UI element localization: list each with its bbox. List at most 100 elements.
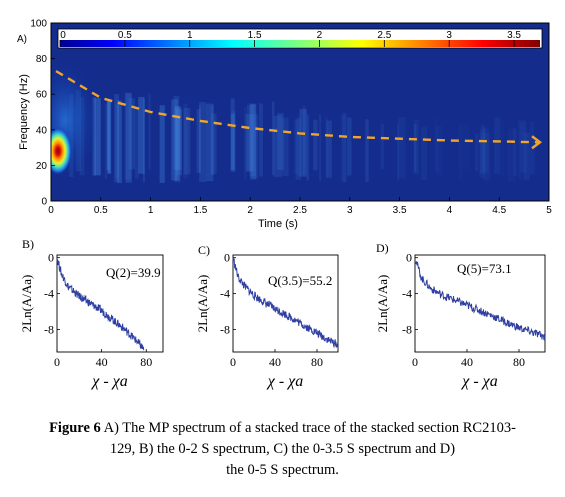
heatmap-streak <box>128 98 136 170</box>
panel-a-ylabel: Frequency (Hz) <box>18 74 30 150</box>
heatmap-streak <box>230 114 235 171</box>
trend-arrowhead <box>531 135 543 150</box>
x-tick-label: 40 <box>461 355 473 369</box>
heatmap-streak <box>518 119 525 180</box>
panel-b: B) 0 40 80 0 -4 -8 Q(2)=39.9 2Ln(A/Aa) χ - χa <box>19 237 164 390</box>
x-tick-label: 1 <box>148 205 154 216</box>
heatmap-streak <box>508 128 516 182</box>
heatmap-streak <box>433 118 439 173</box>
plot-frame <box>414 254 546 353</box>
panel-a-xlabel: Time (s) <box>258 218 298 230</box>
heatmap-streak <box>232 110 236 172</box>
spectrum-curve <box>56 257 145 351</box>
y-tick-label: 80 <box>36 54 48 65</box>
panel-c: C) 0 40 80 0 -4 -8 Q(3.5)=55.2 2Ln(A/Aa) χ - χa <box>195 243 339 390</box>
x-tick-label: 80 <box>513 355 525 369</box>
heatmap-streak <box>484 132 490 181</box>
spectrum-panels: B) 0 40 80 0 -4 -8 Q(2)=39.9 2Ln(A/Aa) χ - χa C) 0 4… <box>19 237 546 390</box>
colorbar-tick-label: 2 <box>317 30 323 41</box>
heatmap-streak <box>507 129 510 183</box>
heatmap-streak <box>171 99 178 181</box>
heatmap-streak <box>104 103 108 179</box>
heatmap-streak <box>116 100 122 184</box>
heatmap-streak <box>124 92 132 180</box>
panel-a-y-axis: 0 20 40 60 80 100 <box>30 19 55 208</box>
heatmap-streak <box>173 108 181 183</box>
x-tick-label: 0 <box>54 355 60 369</box>
panel-ylabel: 2Ln(A/Aa) <box>375 275 390 333</box>
panel-ylabel: 2Ln(A/Aa) <box>195 275 210 333</box>
heatmap-streak <box>380 123 385 170</box>
x-tick-label: 1.5 <box>193 205 207 216</box>
heatmap-streak <box>205 103 214 182</box>
heatmap-streak <box>498 119 504 177</box>
heatmap-streak <box>302 105 306 175</box>
heatmap-streak <box>413 119 420 175</box>
heatmap-streak <box>325 116 328 179</box>
y-tick-label: 0 <box>41 197 47 208</box>
heatmap-streak <box>243 107 247 180</box>
colorbar-tick-label: 0 <box>60 30 66 41</box>
heatmap-background <box>51 23 549 201</box>
panel-a-label: A) <box>17 34 27 45</box>
heatmap-streak <box>174 106 182 171</box>
heatmap-streak <box>125 93 132 183</box>
heatmap-streak <box>246 104 255 171</box>
panel-d: D) 0 40 80 0 -4 -8 Q(5)=73.1 2Ln(A/Aa) χ - χa <box>375 241 546 390</box>
heatmap-streak <box>249 103 256 177</box>
x-tick-label: 2 <box>247 205 253 216</box>
heatmap-streak <box>479 129 485 175</box>
y-tick-label: -8 <box>44 323 54 337</box>
heatmap-streak <box>273 115 282 178</box>
heatmap-streak <box>250 104 257 180</box>
heatmap-field <box>51 58 536 184</box>
panel-xlabel: χ - χa <box>266 373 303 390</box>
heatmap-streak <box>138 96 145 174</box>
heatmap-streak <box>421 127 428 181</box>
y-tick-label: 20 <box>36 161 48 172</box>
x-tick-label: 5 <box>546 205 552 216</box>
heatmap-streak <box>114 94 119 183</box>
x-tick-label: 0.5 <box>94 205 108 216</box>
trend-line <box>55 70 540 144</box>
heatmap-streak <box>183 108 191 175</box>
plot-frame <box>56 254 164 353</box>
x-tick-label: 4 <box>447 205 453 216</box>
colorbar-tick-label: 3 <box>446 30 452 41</box>
x-tick-label: 40 <box>96 355 108 369</box>
colorbar <box>60 40 540 47</box>
heatmap-streak <box>513 128 518 177</box>
heatmap-streak <box>475 133 479 172</box>
caption-text-1: A) The MP spectrum of a stacked trace of… <box>103 420 516 436</box>
heatmap-streak <box>107 99 112 174</box>
x-tick-label: 80 <box>140 355 152 369</box>
heatmap-streak <box>529 134 536 174</box>
y-tick-label: 100 <box>30 19 47 30</box>
spectrum-curve <box>232 257 339 349</box>
x-tick-label: 3 <box>347 205 353 216</box>
y-tick-label: 0 <box>48 251 54 265</box>
heatmap-streak <box>529 121 535 175</box>
panel-ylabel: 2Ln(A/Aa) <box>19 275 34 333</box>
colorbar-ticks: 0 0.5 1 1.5 2 2.5 3 3.5 <box>59 30 521 47</box>
heatmap-streak <box>346 117 352 176</box>
colorbar-tick-label: 3.5 <box>507 30 521 41</box>
heatmap-streak <box>142 98 145 182</box>
heatmap-streak <box>199 101 206 183</box>
heatmap-streak <box>183 103 188 179</box>
caption-label: Figure 6 <box>49 420 101 436</box>
x-tick-label: 40 <box>269 355 281 369</box>
heatmap-streak <box>480 124 486 174</box>
x-tick-label: 0 <box>412 355 418 369</box>
heatmap-streak <box>293 120 299 175</box>
x-tick-label: 3.5 <box>393 205 407 216</box>
panel-xlabel: χ - χa <box>460 373 497 390</box>
heatmap-streak <box>210 105 214 176</box>
heatmap-streak <box>196 109 201 173</box>
panel-label: C) <box>198 243 210 257</box>
heatmap-streak <box>397 123 400 182</box>
heatmap-streak <box>494 117 500 175</box>
x-tick-label: 2.5 <box>293 205 307 216</box>
x-tick-label: 4.5 <box>492 205 506 216</box>
heatmap-streak <box>251 114 259 179</box>
